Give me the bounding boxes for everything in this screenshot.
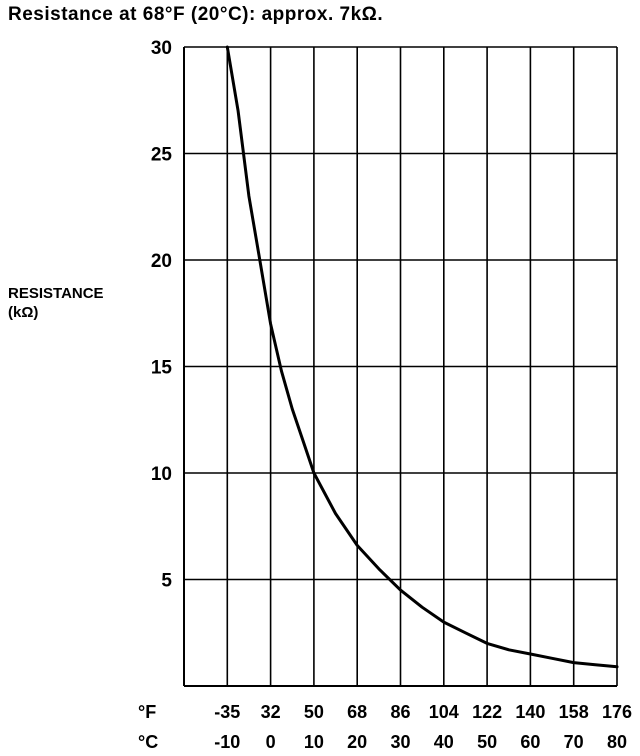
x-tick-label-f: 176 bbox=[602, 702, 632, 722]
x-tick-label-c: 30 bbox=[390, 732, 410, 752]
y-axis-label: RESISTANCE (kΩ) bbox=[8, 284, 104, 322]
x-tick-label-f: 68 bbox=[347, 702, 367, 722]
x-tick-label-f: 122 bbox=[472, 702, 502, 722]
x-tick-label-f: -35 bbox=[214, 702, 240, 722]
x-tick-label-f: 158 bbox=[559, 702, 589, 722]
y-tick-labels: 5 10 15 20 25 30 bbox=[151, 38, 173, 592]
y-tick-label: 25 bbox=[151, 145, 173, 166]
x-tick-label-c: 10 bbox=[304, 732, 324, 752]
grid-lines bbox=[184, 46, 618, 686]
x-tick-label-f: 32 bbox=[261, 702, 281, 722]
axes bbox=[183, 47, 617, 687]
x-tick-label-c: 80 bbox=[607, 732, 627, 752]
y-tick-label: 30 bbox=[151, 38, 172, 59]
y-tick-label: 10 bbox=[151, 464, 172, 485]
x-tick-label-f: 104 bbox=[429, 702, 459, 722]
x-tick-labels: °F °C -35 -10 32 0 50 10 68 20 86 30 104 40 122 50 140 60… bbox=[138, 702, 632, 752]
x-unit-celsius: °C bbox=[138, 732, 158, 752]
x-tick-label-c: 40 bbox=[434, 732, 454, 752]
y-tick-label: 15 bbox=[151, 358, 173, 379]
x-tick-label-c: 0 bbox=[266, 732, 276, 752]
x-unit-fahrenheit: °F bbox=[138, 702, 156, 722]
x-tick-label-c: 60 bbox=[520, 732, 540, 752]
x-tick-label-c: 70 bbox=[564, 732, 584, 752]
x-tick-label-f: 140 bbox=[515, 702, 545, 722]
x-tick-label-c: -10 bbox=[214, 732, 240, 752]
x-tick-label-c: 20 bbox=[347, 732, 367, 752]
x-tick-label-c: 50 bbox=[477, 732, 497, 752]
resistance-curve bbox=[225, 45, 619, 669]
x-tick-label-f: 50 bbox=[304, 702, 324, 722]
chart-title: Resistance at 68°F (20°C): approx. 7kΩ. bbox=[8, 4, 384, 25]
y-tick-label: 20 bbox=[151, 251, 172, 272]
x-tick-label-f: 86 bbox=[390, 702, 410, 722]
y-tick-label: 5 bbox=[161, 571, 172, 592]
y-axis-label-line-2: (kΩ) bbox=[8, 304, 39, 321]
y-axis-label-line-1: RESISTANCE bbox=[8, 285, 104, 302]
